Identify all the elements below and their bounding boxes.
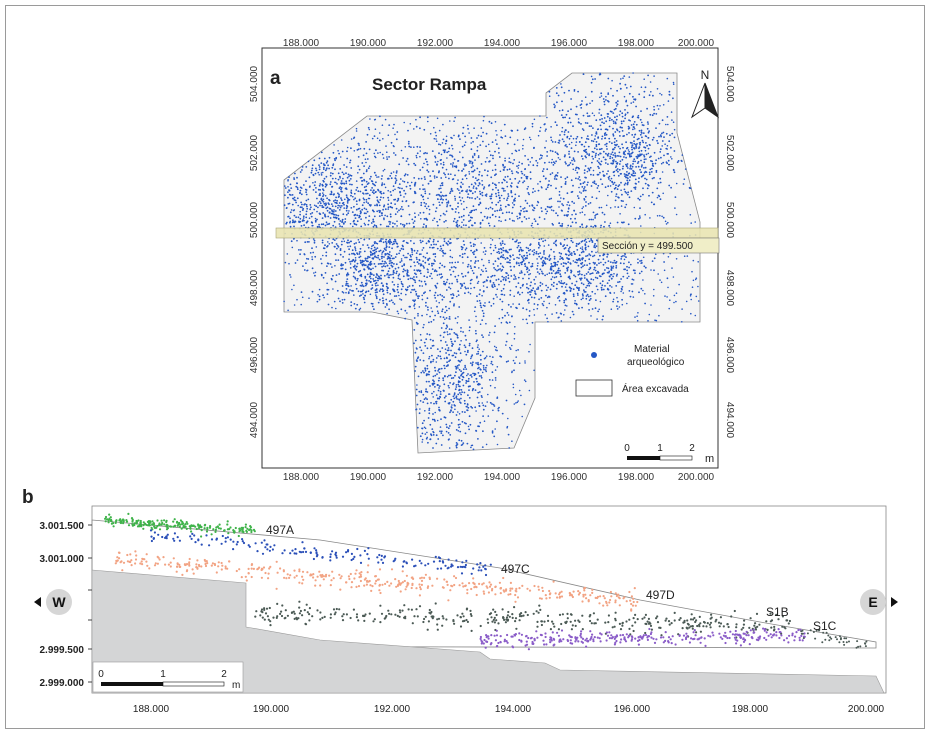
tick-label-top-200: 200.000 (678, 38, 715, 49)
tick-label-top-198: 198.000 (618, 38, 655, 49)
tick-label-bottom-198: 198.000 (618, 472, 655, 483)
tick-label-left-494: 494.000 (249, 401, 260, 438)
map-scale-white (659, 455, 693, 461)
section-y-tick-3001500: 3.001.500 (40, 521, 85, 532)
legend-material-line2: arqueológico (627, 357, 685, 368)
bedrock-profile (91, 569, 885, 694)
level-label-497d: 497D (646, 588, 675, 602)
map-scale-1: 1 (657, 443, 663, 454)
excavated-area (283, 72, 701, 454)
north-arrow-icon: N (690, 68, 720, 119)
section-scale-black (101, 682, 163, 686)
east-label: E (868, 594, 877, 610)
map-left-ticks: 504.000 502.000 500.000 498.000 496.000 … (249, 65, 260, 438)
map-legend: Material arqueológico Área excavada (575, 344, 689, 397)
tick-label-top-192: 192.000 (417, 38, 454, 49)
panel-a-letter: a (270, 68, 281, 89)
map-scale-unit: m (705, 453, 714, 465)
section-scalebar: 0 1 2 m (92, 661, 244, 693)
tick-label-right-502: 502.000 (724, 135, 735, 172)
east-circle (860, 589, 886, 615)
legend-material-line1: Material (634, 344, 670, 355)
section-x-tick-196: 196.000 (614, 704, 651, 715)
legend-area-label: Área excavada (622, 382, 689, 395)
tick-label-bottom-196: 196.000 (551, 472, 588, 483)
map-scale-black (627, 456, 660, 460)
tick-label-left-500: 500.000 (249, 201, 260, 238)
tick-label-left-498: 498.000 (249, 269, 260, 306)
west-marker: W (34, 589, 72, 615)
panel-b: b 3.001.500 3.001.000 2.999.500 2.999.00… (22, 487, 898, 715)
section-x-tick-200: 200.000 (848, 704, 885, 715)
section-points (104, 512, 868, 651)
west-arrow-icon (34, 597, 41, 607)
section-y-tick-2999500: 2.999.500 (40, 645, 85, 656)
map-bottom-ticks: 188.000 190.000 192.000 194.000 196.000 … (283, 472, 715, 483)
tick-label-top-188: 188.000 (283, 38, 320, 49)
tick-label-top-190: 190.000 (350, 38, 387, 49)
west-circle (46, 589, 72, 615)
archaeological-points (283, 72, 700, 451)
east-marker: E (860, 589, 898, 615)
section-scale-unit: m (232, 680, 240, 691)
north-label: N (701, 68, 710, 82)
section-band (275, 227, 719, 239)
section-label-box (597, 237, 720, 254)
section-scale-1: 1 (160, 669, 166, 680)
tick-label-bottom-200: 200.000 (678, 472, 715, 483)
legend-point-symbol (591, 352, 597, 358)
level-labels: 497A 497C 497D S1B S1C (266, 523, 837, 633)
section-label: Sección y = 499.500 (602, 241, 693, 252)
section-y-ticks: 3.001.500 3.001.000 2.999.500 2.999.000 (40, 521, 92, 689)
map-top-ticks: 188.000 190.000 192.000 194.000 196.000 … (283, 38, 715, 49)
level-label-497a: 497A (266, 523, 294, 537)
section-scale-2: 2 (221, 669, 227, 680)
tick-label-top-194: 194.000 (484, 38, 521, 49)
map-scale-0: 0 (624, 443, 630, 454)
east-arrow-icon (891, 597, 898, 607)
section-scale-white (162, 681, 225, 687)
tick-label-left-496: 496.000 (249, 336, 260, 373)
legend-area-symbol (575, 379, 613, 397)
tick-label-bottom-190: 190.000 (350, 472, 387, 483)
section-scale-box (92, 661, 244, 693)
section-y-tick-3001000: 3.001.000 (40, 554, 85, 565)
figure-frame (5, 5, 925, 729)
tick-label-right-498: 498.000 (724, 270, 735, 307)
section-x-tick-190: 190.000 (253, 704, 290, 715)
map-right-ticks: 504.000 502.000 500.000 498.000 496.000 … (724, 66, 735, 439)
tick-label-bottom-188: 188.000 (283, 472, 320, 483)
map-scalebar: 0 1 2 m (624, 443, 714, 465)
level-label-s1b: S1B (766, 605, 789, 619)
panel-b-letter: b (22, 487, 34, 508)
tick-label-top-196: 196.000 (551, 38, 588, 49)
west-label: W (52, 594, 66, 610)
level-label-s1c: S1C (813, 619, 837, 633)
map-scale-2: 2 (689, 443, 695, 454)
section-x-tick-188: 188.000 (133, 704, 170, 715)
tick-label-left-502: 502.000 (249, 134, 260, 171)
section-y-tick-2999000: 2.999.000 (40, 678, 85, 689)
section-x-tick-198: 198.000 (732, 704, 769, 715)
tick-label-left-504: 504.000 (249, 65, 260, 102)
level-label-497c: 497C (501, 562, 530, 576)
section-x-ticks: 188.000 190.000 192.000 194.000 196.000 … (133, 704, 885, 715)
tick-label-right-504: 504.000 (724, 66, 735, 103)
section-x-tick-194: 194.000 (495, 704, 532, 715)
panel-a: 188.000 190.000 192.000 194.000 196.000 … (249, 38, 735, 483)
tick-label-bottom-192: 192.000 (417, 472, 454, 483)
tick-label-right-494: 494.000 (724, 402, 735, 439)
section-scale-0: 0 (98, 669, 104, 680)
tick-label-bottom-194: 194.000 (484, 472, 521, 483)
map-title: Sector Rampa (372, 75, 487, 94)
tick-label-right-500: 500.000 (724, 202, 735, 239)
section-x-tick-192: 192.000 (374, 704, 411, 715)
tick-label-right-496: 496.000 (724, 337, 735, 374)
